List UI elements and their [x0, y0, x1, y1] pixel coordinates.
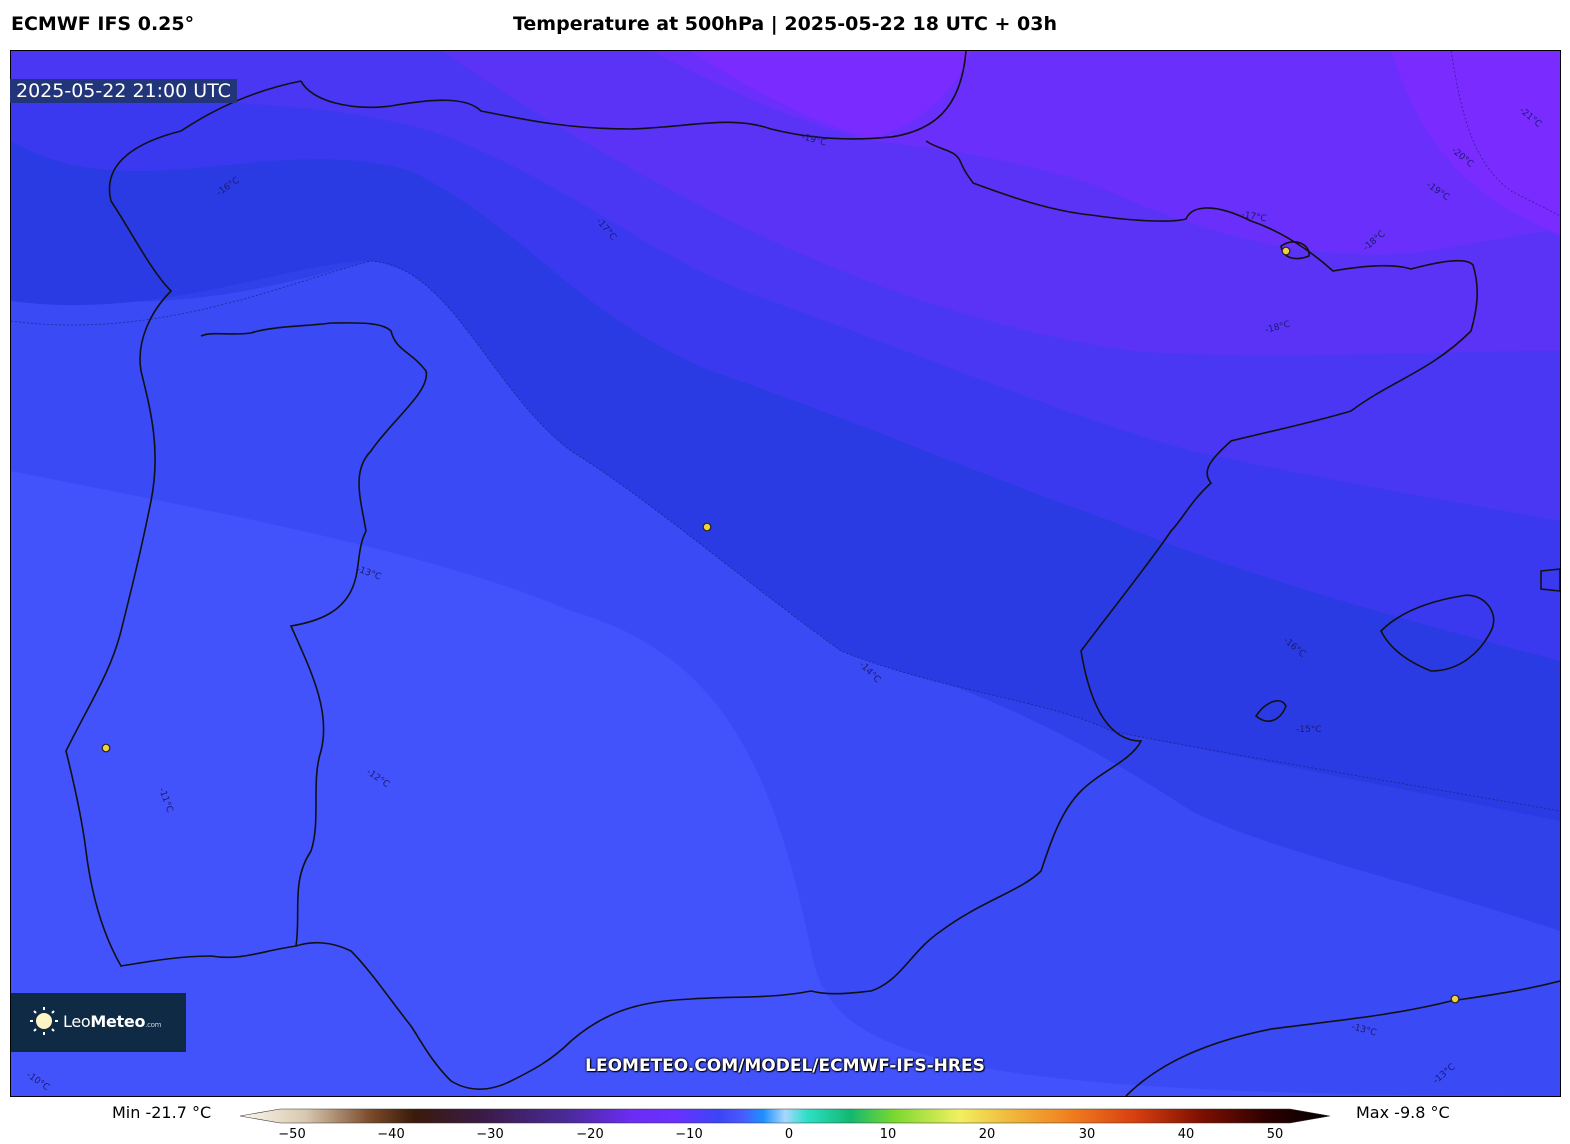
- city-markers: [101, 246, 1460, 1004]
- island-menorca: [1540, 568, 1560, 592]
- colorbar-tick: 30: [1078, 1127, 1096, 1142]
- colorbar-scale: [240, 1108, 1330, 1124]
- border-portugal: [200, 322, 428, 947]
- temperature-map[interactable]: -19°C -21°C -20°C -19°C -16°C -17°C -17°…: [10, 50, 1561, 1097]
- field-minus19: [691, 51, 971, 139]
- colorbar-tick: −50: [278, 1127, 306, 1142]
- field-minus20: [1391, 51, 1560, 236]
- coastline-east: [510, 140, 1478, 1082]
- coastline-west: [65, 80, 512, 1091]
- colorbar: Min -21.7 °C: [0, 1098, 1570, 1144]
- colorbar-tick: −40: [377, 1127, 405, 1142]
- city-marker-madrid: [702, 522, 712, 532]
- coastline-africa: [1125, 980, 1560, 1096]
- city-marker-lisbon: [101, 743, 111, 753]
- contour-label: -17°C: [1240, 210, 1267, 224]
- contour-label: -15°C: [1296, 725, 1321, 735]
- island-ibiza: [1254, 700, 1287, 722]
- max-label: Max -9.8 °C: [1356, 1103, 1450, 1122]
- colorbar-tick: 10: [879, 1127, 897, 1142]
- colorbar-tick: −20: [576, 1127, 604, 1142]
- city-marker-algiers: [1450, 994, 1460, 1004]
- min-label: Min -21.7 °C: [112, 1103, 212, 1122]
- map-title: Temperature at 500hPa | 2025-05-22 18 UT…: [512, 13, 1058, 35]
- colorbar-tick: 40: [1177, 1127, 1195, 1142]
- sun-icon: [30, 1007, 58, 1035]
- contour-lines: [11, 51, 1560, 812]
- model-name: ECMWF IFS 0.25°: [11, 13, 195, 35]
- island-mallorca: [1380, 594, 1495, 672]
- valid-time-badge: 2025-05-22 21:00 UTC: [10, 79, 237, 103]
- colorbar-tick: 50: [1266, 1127, 1284, 1142]
- colorbar-tick: 0: [784, 1127, 794, 1142]
- watermark-url: LEOMETEO.COM/MODEL/ECMWF-IFS-HRES: [585, 1056, 985, 1076]
- coastlines: [65, 51, 1560, 1096]
- leometeo-logo[interactable]: LeoMeteo.com: [11, 993, 186, 1052]
- colorbar-tick: 20: [978, 1127, 996, 1142]
- colorbar-tick: −10: [675, 1127, 703, 1142]
- colorbar-tick: −30: [476, 1127, 504, 1142]
- map-canvas: -19°C -21°C -20°C -19°C -16°C -17°C -17°…: [11, 51, 1560, 1096]
- city-marker-barcelona-north: [1281, 246, 1291, 256]
- coastline-north: [300, 51, 967, 140]
- logo-wordmark: LeoMeteo.com: [63, 1012, 162, 1031]
